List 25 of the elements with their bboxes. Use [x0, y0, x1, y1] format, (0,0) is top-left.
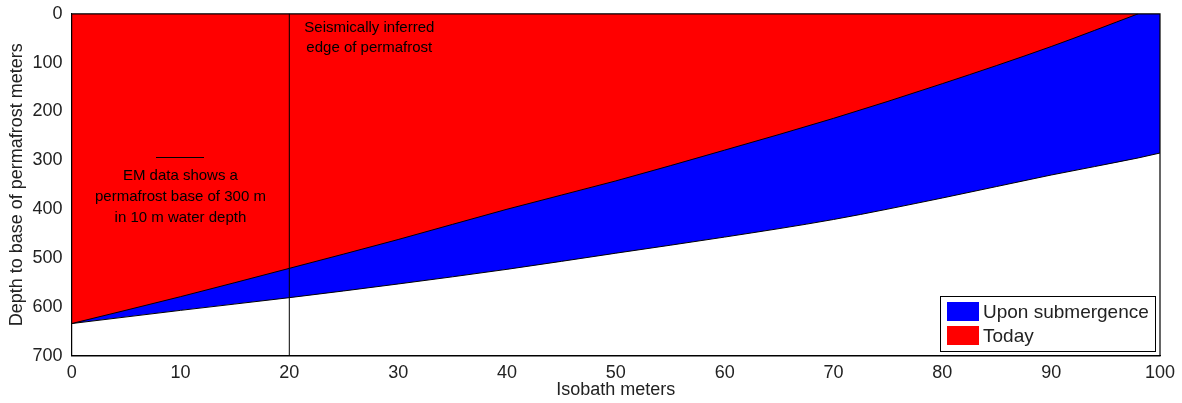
y-tick-label: 400: [32, 198, 63, 219]
x-tick-label: 40: [496, 361, 517, 382]
x-tick-label: 50: [605, 361, 626, 382]
x-tick-label: 10: [170, 361, 191, 382]
annotation: EM data shows a permafrost base of 300 m in 10 m water depth: [94, 166, 266, 226]
ref-line-label: Seismically inferred edge of permafrost: [304, 17, 435, 55]
x-tick-label: 20: [279, 361, 300, 382]
y-tick-label: 300: [32, 149, 63, 170]
legend-label: Today: [983, 324, 1034, 347]
x-axis-title: Isobath meters: [556, 379, 676, 400]
y-tick-label: 0: [52, 2, 63, 23]
x-tick-label: 80: [932, 361, 953, 382]
y-tick-label: 200: [32, 100, 63, 121]
x-tick-label: 30: [388, 361, 409, 382]
y-tick-label: 700: [32, 344, 63, 365]
y-tick-label: 500: [32, 247, 63, 268]
x-tick-label: 0: [66, 361, 77, 382]
x-tick-label: 60: [714, 361, 735, 382]
y-tick-label: 600: [32, 295, 63, 316]
y-axis-title: Depth to base of permafrost meters: [5, 43, 26, 327]
x-tick-label: 70: [823, 361, 844, 382]
y-tick-label: 100: [32, 51, 63, 72]
legend-label: Upon submergence: [983, 300, 1149, 323]
x-tick-label: 90: [1041, 361, 1062, 382]
x-tick-label: 100: [1144, 361, 1176, 382]
